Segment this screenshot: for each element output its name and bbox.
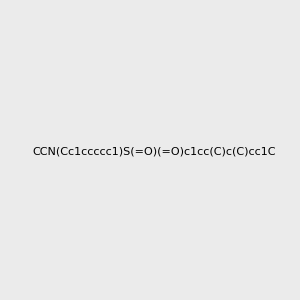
Text: CCN(Cc1ccccc1)S(=O)(=O)c1cc(C)c(C)cc1C: CCN(Cc1ccccc1)S(=O)(=O)c1cc(C)c(C)cc1C xyxy=(32,146,275,157)
